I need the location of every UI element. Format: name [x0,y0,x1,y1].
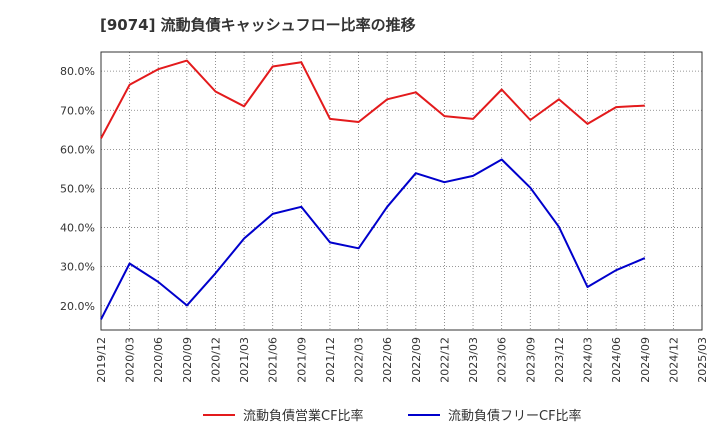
x-tick-label: 2023/09 [524,337,537,383]
x-tick-label: 2024/06 [610,337,623,383]
x-tick-label: 2022/12 [438,337,451,383]
chart-title: [9074] 流動負債キャッシュフロー比率の推移 [100,16,416,34]
y-tick-label: 80.0% [60,65,95,78]
y-axis: 20.0% 30.0% 40.0% 50.0% 60.0% 70.0% 80.0% [60,65,95,313]
x-tick-label: 2023/03 [467,337,480,383]
x-tick-label: 2023/06 [496,337,509,383]
x-tick-label: 2021/09 [295,337,308,383]
x-tick-label: 2019/12 [95,337,108,383]
x-tick-label: 2020/03 [124,337,137,383]
y-tick-label: 70.0% [60,104,95,117]
y-tick-label: 20.0% [60,300,95,313]
legend-label-1: 流動負債営業CF比率 [243,408,364,424]
x-axis: 2019/12 2020/03 2020/06 2020/09 2020/12 2021/… [95,337,709,383]
x-tick-label: 2025/03 [696,337,709,383]
x-tick-label: 2020/12 [209,337,222,383]
y-tick-label: 50.0% [60,182,95,195]
legend: 流動負債営業CF比率 流動負債フリーCF比率 [203,408,582,424]
x-tick-label: 2020/09 [181,337,194,383]
y-tick-label: 30.0% [60,261,95,274]
legend-label-2: 流動負債フリーCF比率 [448,408,582,424]
x-tick-label: 2022/06 [381,337,394,383]
x-tick-label: 2024/03 [582,337,595,383]
series-lines [100,59,646,320]
y-tick-label: 60.0% [60,143,95,156]
y-tick-label: 40.0% [60,222,95,235]
x-tick-label: 2023/12 [553,337,566,383]
x-tick-label: 2021/06 [267,337,280,383]
x-tick-label: 2021/12 [324,337,337,383]
plot-frame [100,51,703,331]
x-tick-label: 2022/03 [353,337,366,383]
x-tick-label: 2021/03 [238,337,251,383]
x-tick-label: 2022/09 [410,337,423,383]
series-line-2 [100,158,646,320]
series-line-1 [100,59,645,139]
x-tick-label: 2024/12 [667,337,680,383]
x-tick-label: 2020/06 [152,337,165,383]
x-tick-label: 2024/09 [639,337,652,383]
